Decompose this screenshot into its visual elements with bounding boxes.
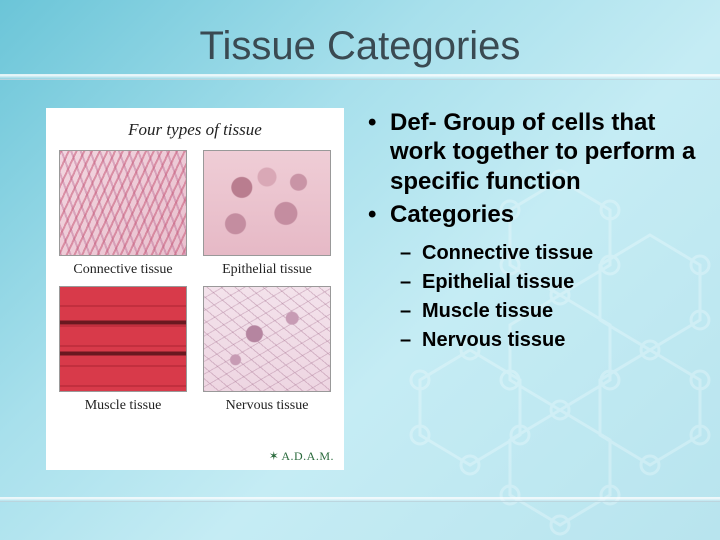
figure-heading: Four types of tissue — [46, 108, 344, 150]
categories-label: Categories — [390, 201, 514, 228]
caption-epithelial: Epithelial tissue — [202, 262, 332, 278]
figure-cell-connective: Connective tissue — [58, 150, 188, 278]
bullet-categories: Categories Connective tissue Epithelial … — [366, 200, 696, 355]
slide-body: Def- Group of cells that work together t… — [366, 108, 696, 359]
figure-cell-muscle: Muscle tissue — [58, 286, 188, 414]
bullet-definition: Def- Group of cells that work together t… — [366, 108, 696, 196]
subbullet-muscle: Muscle tissue — [390, 297, 696, 326]
caption-muscle: Muscle tissue — [58, 398, 188, 414]
caption-connective: Connective tissue — [58, 262, 188, 278]
subbullet-connective: Connective tissue — [390, 239, 696, 268]
tissue-types-figure: Four types of tissue Connective tissue E… — [46, 108, 344, 470]
top-divider — [0, 74, 720, 80]
bottom-divider — [0, 497, 720, 502]
slide-title: Tissue Categories — [0, 24, 720, 69]
figure-cell-nervous: Nervous tissue — [202, 286, 332, 414]
connective-tissue-swatch — [59, 150, 187, 256]
epithelial-tissue-swatch — [203, 150, 331, 256]
subbullet-epithelial: Epithelial tissue — [390, 268, 696, 297]
muscle-tissue-swatch — [59, 286, 187, 392]
caption-nervous: Nervous tissue — [202, 398, 332, 414]
subbullet-nervous: Nervous tissue — [390, 326, 696, 355]
adam-logo: ✶A.D.A.M. — [269, 449, 334, 464]
figure-cell-epithelial: Epithelial tissue — [202, 150, 332, 278]
nervous-tissue-swatch — [203, 286, 331, 392]
